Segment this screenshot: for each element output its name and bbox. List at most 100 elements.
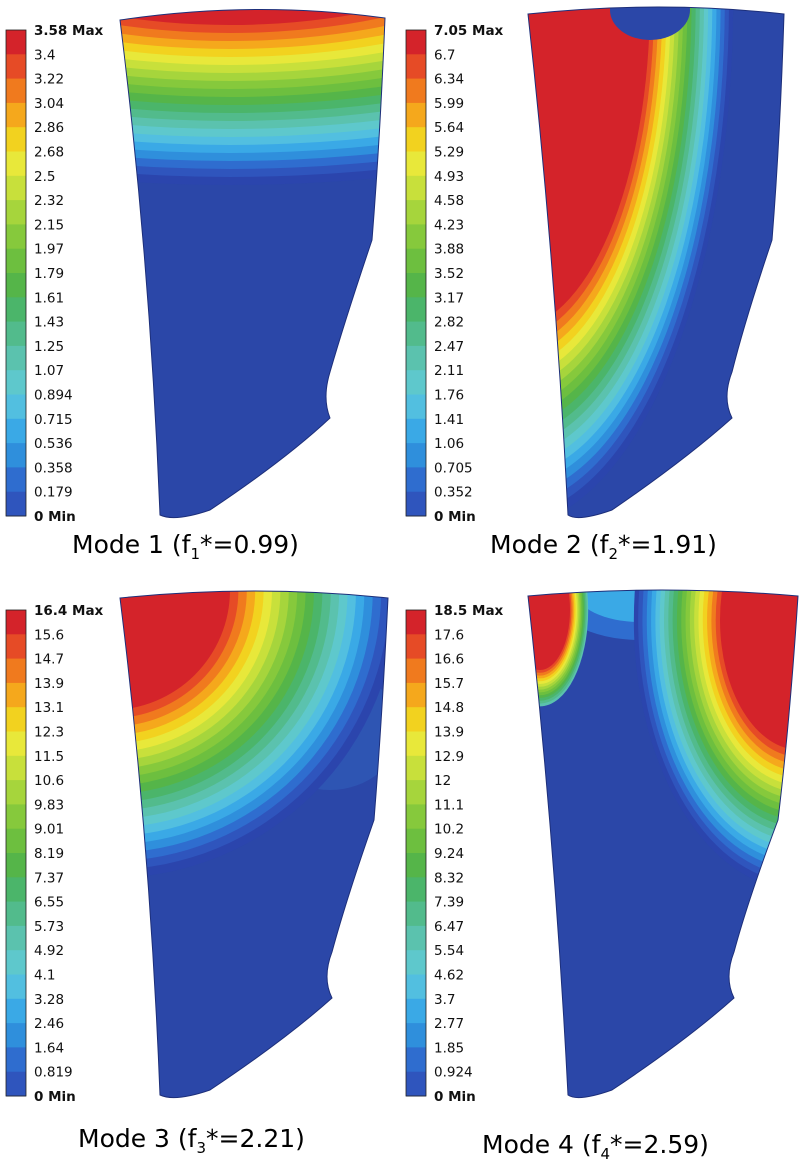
legend-swatch: [406, 127, 426, 152]
legend-swatch: [406, 682, 426, 708]
legend-swatch: [6, 175, 26, 201]
legend-swatch: [6, 102, 26, 128]
blade-3-outline: [119, 590, 389, 1099]
legend-swatch: [406, 610, 426, 635]
legend-swatch: [406, 731, 426, 757]
legend-tick-label: 10.6: [34, 773, 64, 789]
legend-swatch: [6, 1071, 26, 1097]
legend-tick-label: 17.6: [434, 627, 464, 643]
legend-tick-label: 3.7: [434, 992, 455, 1008]
blade-4-outline: [527, 589, 799, 1099]
legend-swatch: [406, 370, 426, 395]
blade-2-outline: [527, 6, 785, 519]
legend-swatch: [406, 877, 426, 903]
legend-tick-label: 12.3: [34, 725, 64, 741]
mode-4-caption: Mode 4 (f4*=2.59): [482, 1130, 709, 1163]
legend-tick-label: 2.82: [434, 315, 464, 331]
legend-tick-label: 11.1: [434, 797, 464, 813]
legend-4: 18.5 Max 17.6 16.6 15.7 14.8 13.9 12.9 12 11.1 10…: [405, 603, 504, 1105]
legend-tick-label: 1.76: [434, 388, 464, 404]
legend-swatch: [6, 998, 26, 1024]
mode-3-caption-prefix: Mode 3 (f: [78, 1124, 197, 1153]
legend-tick-label: 4.1: [34, 968, 55, 984]
legend-swatch: [6, 610, 26, 635]
legend-tick-label: 5.73: [34, 919, 64, 935]
legend-tick-label: 2.15: [34, 217, 64, 233]
legend-swatch: [406, 828, 426, 854]
legend-swatch: [6, 780, 26, 805]
legend-swatch: [406, 950, 426, 975]
mode-2-panel: 7.05 Max 6.7 6.34 5.99 5.64 5.29 4.93 4.58 4.23 3…: [400, 0, 800, 580]
mode-3-figure: 16.4 Max 15.6 14.7 13.9 13.1 12.3 11.5 10.6 9.83…: [5, 590, 389, 1105]
legend-tick-label: 0.924: [434, 1065, 473, 1081]
legend-tick-label: 14.7: [34, 652, 64, 668]
legend-swatch: [6, 731, 26, 757]
legend-tick-label: 2.86: [34, 120, 64, 136]
legend-swatch: [406, 634, 426, 660]
legend-tick-label: 5.64: [434, 120, 464, 136]
legend-tick-label: 4.62: [434, 968, 464, 984]
legend-tick-label: 6.47: [434, 919, 464, 935]
legend-tick-label: 1.64: [34, 1040, 64, 1056]
mode-1-panel: 3.58 Max 3.4 3.22 3.04 2.86 2.68 2.5 2.32 2.15 1.…: [0, 0, 400, 580]
legend-max-label: 3.58 Max: [34, 23, 104, 39]
legend-swatch: [6, 30, 26, 55]
legend-min-label: 0 Min: [34, 1089, 76, 1105]
legend-tick-label: 7.39: [434, 895, 464, 911]
legend-tick-label: 1.85: [434, 1040, 464, 1056]
blade-1-outline: [119, 8, 386, 519]
mode-1-caption-suffix: *=0.99): [200, 530, 299, 559]
legend-tick-label: 2.46: [34, 1016, 64, 1032]
legend-tick-label: 11.5: [34, 749, 64, 765]
legend-swatch: [406, 321, 426, 347]
legend-swatch: [6, 54, 26, 80]
legend-swatch: [6, 901, 26, 927]
legend-swatch: [6, 78, 26, 104]
legend-swatch: [406, 30, 426, 55]
legend-tick-label: 9.83: [34, 797, 64, 813]
legend-tick-label: 14.8: [434, 700, 464, 716]
mode-2-caption: Mode 2 (f2*=1.91): [490, 530, 717, 563]
legend-tick-label: 6.7: [434, 47, 455, 63]
legend-swatch: [406, 175, 426, 201]
mode-4-panel: 18.5 Max 17.6 16.6 15.7 14.8 13.9 12.9 12 11.1 10…: [400, 580, 800, 1163]
legend-swatch: [406, 248, 426, 274]
legend-tick-label: 4.93: [434, 169, 464, 185]
legend-swatch: [406, 1071, 426, 1097]
mode-3-caption-suffix: *=2.21): [206, 1124, 305, 1153]
legend-tick-label: 3.88: [434, 242, 464, 258]
legend-tick-label: 1.97: [34, 242, 64, 258]
legend-frame: [5, 609, 27, 1097]
mode-2-caption-prefix: Mode 2 (f: [490, 530, 609, 559]
legend-tick-label: 0.179: [34, 485, 73, 501]
mode-4-caption-suffix: *=2.59): [610, 1130, 709, 1159]
legend-swatch: [6, 707, 26, 732]
legend-swatch: [6, 950, 26, 975]
legend-swatch: [6, 394, 26, 420]
legend-3: 16.4 Max 15.6 14.7 13.9 13.1 12.3 11.5 10.6 9.83…: [5, 603, 104, 1105]
legend-swatch: [406, 1023, 426, 1048]
mode-3-caption-sub: 3: [196, 1139, 207, 1157]
legend-1: 3.58 Max 3.4 3.22 3.04 2.86 2.68 2.5 2.32 2.15 1.…: [5, 23, 104, 525]
legend-swatch: [406, 853, 426, 878]
mode-4-figure: 18.5 Max 17.6 16.6 15.7 14.8 13.9 12.9 12 11.1 10…: [405, 589, 799, 1105]
legend-tick-label: 3.28: [34, 992, 64, 1008]
legend-swatch: [6, 491, 26, 517]
legend-tick-label: 12: [434, 773, 451, 789]
legend-swatch: [6, 925, 26, 951]
legend-swatch: [406, 925, 426, 951]
legend-swatch: [406, 901, 426, 927]
legend-tick-label: 15.7: [434, 676, 464, 692]
legend-tick-label: 3.22: [34, 72, 64, 88]
legend-tick-label: 5.99: [434, 96, 464, 112]
mode-1-caption-prefix: Mode 1 (f: [72, 530, 191, 559]
legend-swatch: [406, 418, 426, 444]
contour-band: [528, 590, 570, 670]
legend-swatch: [406, 755, 426, 781]
blade-4-contour: [528, 590, 798, 1098]
legend-swatch: [6, 804, 26, 830]
mode-4-caption-sub: 4: [600, 1145, 611, 1163]
legend-swatch: [406, 658, 426, 684]
legend-swatch: [6, 1047, 26, 1073]
legend-tick-label: 3.17: [434, 290, 464, 306]
